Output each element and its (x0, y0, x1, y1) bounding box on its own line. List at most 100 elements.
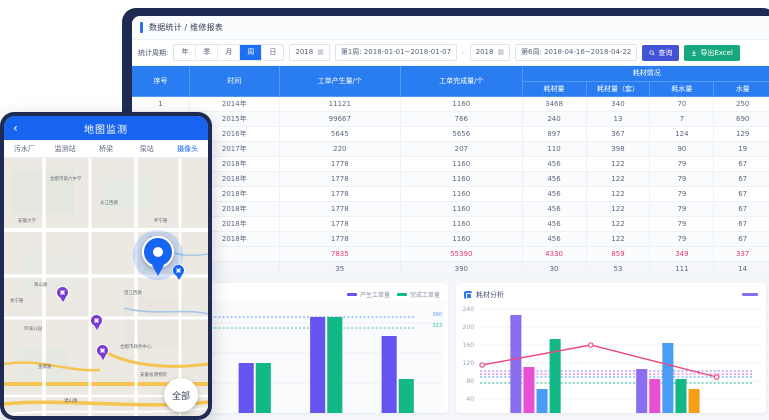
th-consumable-3[interactable]: 耗水量 (649, 81, 715, 97)
map-marker-selected[interactable] (133, 230, 183, 280)
legend-item-created[interactable]: 产生工单量 (346, 290, 390, 299)
tab-bridge[interactable]: 桥梁 (98, 144, 113, 153)
map-label: 长江西路 (100, 201, 118, 206)
week-from-select[interactable]: 第1周: 2018-01-01~2018-01-07 (334, 44, 458, 61)
period-segmented-control[interactable]: 年 季 月 周 日 (173, 44, 285, 61)
week-to-select[interactable]: 第6周: 2018-04-16~2018-04-22 (515, 44, 638, 61)
svg-text:40: 40 (466, 396, 474, 403)
reference-value-323: 323 (432, 322, 442, 329)
th-consumable-1[interactable]: 耗材量 (522, 81, 587, 97)
table-cell: 35 (279, 261, 402, 277)
range-separator: - (462, 48, 465, 57)
table-average-row: 平均值35390305311114 (132, 261, 769, 277)
period-option-month[interactable]: 月 (218, 45, 241, 60)
table-row[interactable]: 32016年56455656897367124129 (132, 126, 769, 142)
th-group-consumables: 耗材情况 (522, 66, 769, 82)
th-consumable-4[interactable]: 水量 (713, 81, 769, 97)
table-cell: 1160 (400, 201, 523, 217)
search-button[interactable]: 查询 (642, 44, 680, 61)
map-label: 安徽大学 (18, 219, 36, 224)
map-label: 安徽省博物院 (140, 373, 167, 378)
table-cell: 456 (522, 171, 587, 187)
table-cell: 456 (522, 216, 587, 232)
th-created[interactable]: 工单产生量/个 (279, 66, 402, 97)
table-cell: 2018年 (189, 186, 280, 202)
breadcrumb-text: 数据统计 / 维修报表 (149, 23, 223, 32)
table-row[interactable]: 62018年177811604561227967 (132, 171, 769, 187)
mobile-screen: ‹ 地图监测 污水厂 监测站 桥梁 泵站 摄像头 (4, 116, 208, 416)
table-cell: 67 (713, 186, 769, 202)
show-all-button[interactable]: 全部 (164, 378, 198, 412)
table-row[interactable]: 52018年177811604561227967 (132, 156, 769, 172)
legend-label-finished: 完成工单量 (409, 292, 440, 299)
th-consumable-2[interactable]: 耗材量（套） (586, 81, 651, 97)
map-label: 环城公园 (24, 327, 42, 332)
table-cell: 2018年 (189, 156, 280, 172)
map-label: 望江西路 (124, 291, 142, 296)
th-time[interactable]: 时间 (189, 66, 280, 97)
table-cell: 70 (649, 96, 715, 112)
map-marker-camera[interactable]: ▣ (90, 314, 103, 331)
period-option-quarter[interactable]: 季 (196, 45, 219, 60)
table-cell: 207 (400, 141, 523, 157)
table-cell: 240 (522, 111, 587, 127)
th-index[interactable]: 序号 (132, 66, 191, 97)
table-cell: 67 (713, 201, 769, 217)
report-table: 序号 时间 工单产生量/个 工单完成量/个 耗材情况 耗材量 耗材量（套） 耗水… (132, 66, 769, 277)
desktop-dashboard: 数据统计 / 维修报表 统计周期: 年 季 月 周 日 2018 ▦ 第1周: … (132, 16, 769, 420)
workorder-chart-header: 产生工单量 完成工单量 (142, 289, 444, 301)
table-cell: 124 (649, 126, 715, 142)
table-cell: 99667 (279, 111, 402, 127)
map-marker-camera[interactable]: ▣ (172, 264, 185, 281)
period-option-week[interactable]: 周 (240, 45, 263, 60)
reference-value-360: 360 (432, 311, 442, 318)
map-marker-camera[interactable]: ▣ (56, 286, 69, 303)
consumable-chart-plot: 240 200 160 120 80 40 (460, 301, 762, 413)
year-to-select[interactable]: 2018 ▦ (469, 44, 511, 61)
table-row[interactable]: 22015年99667766240137690 (132, 111, 769, 127)
table-cell: 2016年 (189, 126, 280, 142)
table-row[interactable]: 42017年2202071103989019 (132, 141, 769, 157)
period-option-year[interactable]: 年 (174, 45, 197, 60)
legend-item-finished[interactable]: 完成工单量 (396, 290, 440, 299)
th-finished[interactable]: 工单完成量/个 (400, 66, 523, 97)
year-from-select[interactable]: 2018 ▦ (289, 44, 330, 61)
table-cell: 340 (586, 96, 651, 112)
table-cell: 7 (649, 111, 715, 127)
table-cell: 390 (400, 261, 523, 277)
map-marker-camera[interactable]: ▣ (96, 344, 109, 361)
pin-tail (59, 297, 66, 302)
table-cell: 220 (279, 141, 402, 157)
table-row[interactable]: 102018年177811604561227967 (132, 231, 769, 247)
table-cell: 122 (586, 231, 651, 247)
pin-tail (175, 275, 182, 280)
table-cell: 53 (586, 261, 651, 277)
tab-pump-station[interactable]: 泵站 (139, 144, 154, 153)
table-cell: 349 (649, 246, 715, 262)
table-body: 12014年11121116034683407025022015年9966776… (132, 96, 769, 277)
table-cell: 111 (649, 261, 715, 277)
table-row[interactable]: 82018年177811604561227967 (132, 201, 769, 217)
svg-text:240: 240 (463, 306, 475, 313)
table-cell: 897 (522, 126, 587, 142)
table-row[interactable]: 1 2014年 11121 1160 3468 340 70 250 (132, 96, 769, 112)
tab-monitor-station[interactable]: 监测站 (54, 144, 76, 153)
map-label: 潜山路 (64, 399, 78, 404)
legend-item-consumable[interactable] (742, 293, 758, 296)
map-canvas[interactable]: 合肥市第六中学 安徽大学 长江西路 黄山路 望江西路 环城公园 合肥市政务中心 … (4, 158, 208, 416)
table-cell: 1160 (400, 171, 523, 187)
consumable-chart-legend (742, 293, 758, 296)
export-excel-button[interactable]: 导出Excel (684, 44, 740, 61)
table-cell: 1160 (400, 186, 523, 202)
tab-camera[interactable]: 摄像头 (177, 144, 199, 153)
tab-sewage-plant[interactable]: 污水厂 (13, 144, 35, 153)
table-cell: 13 (586, 111, 651, 127)
week-to-value: 第6周: 2018-04-16~2018-04-22 (521, 48, 632, 56)
mobile-tabs: 污水厂 监测站 桥梁 泵站 摄像头 (4, 140, 208, 158)
period-option-day[interactable]: 日 (269, 48, 277, 56)
table-cell: 79 (649, 201, 715, 217)
period-label: 统计周期: (138, 48, 169, 57)
chevron-left-icon[interactable]: ‹ (13, 121, 18, 135)
